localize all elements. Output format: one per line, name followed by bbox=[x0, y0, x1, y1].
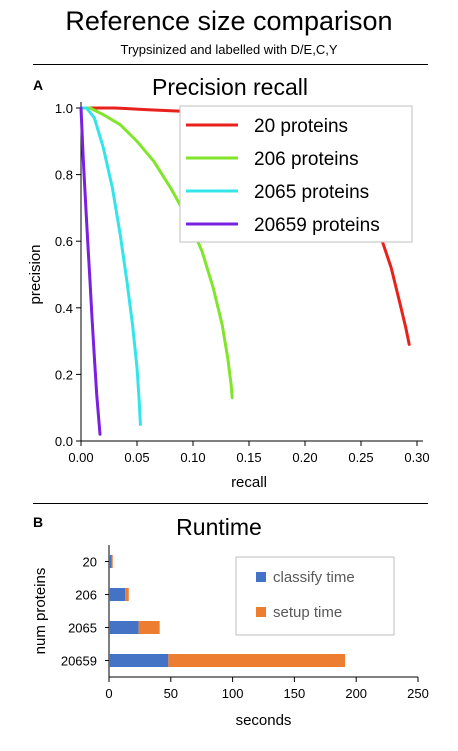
x-tick-label: 0.20 bbox=[292, 450, 317, 465]
bar-setup-time-20659 bbox=[168, 654, 346, 667]
legend-entry: 20659 proteins bbox=[254, 215, 380, 236]
runtime-legend: classify time setup time bbox=[235, 556, 395, 636]
precision-recall-lines bbox=[79, 106, 411, 436]
y-tick-label: 0.6 bbox=[55, 234, 73, 249]
runtime-title: Runtime bbox=[176, 514, 262, 540]
legend-entry: 20 proteins bbox=[254, 116, 348, 137]
bar-classify-time-20659 bbox=[109, 654, 169, 667]
x-tick-label: 0.10 bbox=[180, 450, 205, 465]
precision-recall-legend: 20 proteins 206 proteins 2065 proteins 2065… bbox=[179, 105, 413, 243]
x-tick-label: 150 bbox=[284, 686, 306, 701]
seconds-axis-label: seconds bbox=[236, 712, 292, 729]
legend-swatch bbox=[256, 607, 266, 617]
bar-setup-time-2065 bbox=[138, 621, 160, 634]
category-label: 20 bbox=[83, 555, 97, 570]
runtime-axes: 0 50 100 150 200 250 20 206 2065 20659 bbox=[61, 545, 429, 701]
precision-recall-axes: 0.0 0.2 0.4 0.6 0.8 1.0 0.00 0.05 0.10 0.15 0.20 0.… bbox=[55, 101, 430, 465]
legend-box bbox=[179, 105, 413, 243]
bar-classify-time-20 bbox=[109, 555, 112, 568]
precision-recall-title: Precision recall bbox=[152, 74, 308, 100]
y-tick-label: 0.8 bbox=[55, 168, 73, 183]
runtime-panel: B Runtime 0 50 100 150 200 25020206206520659 … bbox=[32, 514, 429, 729]
x-tick-label: 0.25 bbox=[348, 450, 373, 465]
middle-divider bbox=[33, 503, 428, 504]
bar-setup-time-206 bbox=[125, 588, 129, 601]
page-title: Reference size comparison bbox=[65, 6, 393, 36]
panel-label-b: B bbox=[33, 514, 43, 530]
recall-axis-label: recall bbox=[231, 474, 267, 491]
legend-swatch bbox=[256, 572, 266, 582]
legend-entry: 206 proteins bbox=[254, 149, 359, 170]
series-line-206-proteins bbox=[79, 106, 234, 400]
x-tick-label: 0 bbox=[105, 686, 112, 701]
y-tick-label: 0.2 bbox=[55, 367, 73, 382]
precision-axis-label: precision bbox=[27, 244, 44, 304]
series-line-2065-proteins bbox=[79, 106, 142, 426]
precision-recall-panel: A Precision recall 0.00.20.40.60.81.00.0… bbox=[27, 74, 430, 491]
category-label: 206 bbox=[75, 588, 97, 603]
bar-classify-time-2065 bbox=[109, 621, 139, 634]
series-line-20659-proteins bbox=[79, 106, 102, 436]
x-tick-label: 0.30 bbox=[404, 450, 429, 465]
y-tick-label: 0.0 bbox=[55, 434, 73, 449]
legend-entry: 2065 proteins bbox=[254, 182, 369, 203]
x-tick-label: 50 bbox=[164, 686, 178, 701]
x-tick-label: 0.05 bbox=[124, 450, 149, 465]
x-tick-label: 0.00 bbox=[68, 450, 93, 465]
y-tick-label: 0.4 bbox=[55, 301, 73, 316]
x-tick-label: 200 bbox=[345, 686, 367, 701]
num-proteins-axis-label: num proteins bbox=[32, 568, 49, 655]
top-divider bbox=[33, 64, 428, 65]
x-tick-label: 100 bbox=[222, 686, 244, 701]
x-tick-label: 250 bbox=[407, 686, 429, 701]
bar-setup-time-20 bbox=[111, 555, 113, 568]
x-tick-label: 0.15 bbox=[236, 450, 261, 465]
page-subtitle: Trypsinized and labelled with D/E,C,Y bbox=[120, 42, 338, 57]
category-label: 2065 bbox=[68, 621, 97, 636]
legend-entry: classify time bbox=[273, 569, 355, 586]
panel-label-a: A bbox=[33, 77, 43, 93]
y-tick-label: 1.0 bbox=[55, 101, 73, 116]
legend-box bbox=[235, 556, 395, 636]
bar-classify-time-206 bbox=[109, 588, 126, 601]
category-label: 20659 bbox=[61, 654, 97, 669]
legend-entry: setup time bbox=[273, 604, 342, 621]
runtime-bars bbox=[109, 555, 346, 667]
